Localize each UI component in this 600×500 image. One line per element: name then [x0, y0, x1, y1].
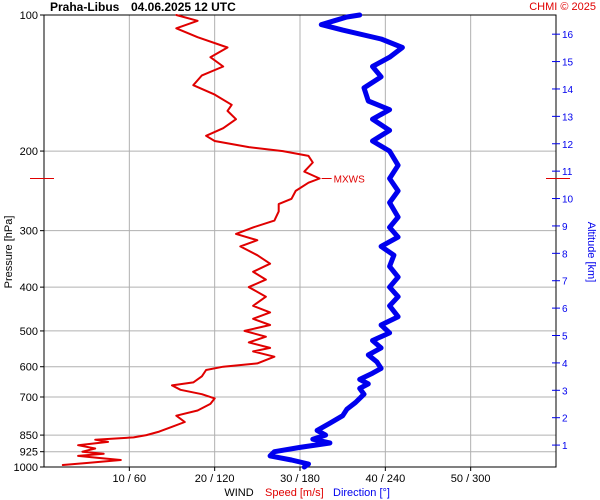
max-wind-marker: MXWS	[30, 175, 570, 186]
altitude-tick-label: 3	[562, 386, 568, 397]
wind-tick-label: 50 / 300	[451, 473, 491, 485]
wind-tick-label: 20 / 120	[195, 473, 235, 485]
pressure-axis-label: Pressure [hPa]	[3, 216, 15, 289]
altitude-tick-label: 13	[562, 112, 574, 123]
pressure-tick-label: 850	[20, 430, 38, 442]
legend-direction: Direction [°]	[333, 487, 390, 499]
pressure-tick-label: 300	[20, 226, 38, 238]
altitude-tick-label: 12	[562, 140, 574, 151]
grid-layer	[44, 14, 556, 468]
altitude-axis-label: Altitude [km]	[585, 222, 597, 283]
pressure-tick-label: 100	[20, 10, 38, 22]
altitude-tick-label: 5	[562, 332, 568, 343]
direction-series-line	[267, 12, 405, 470]
station-name: Praha-Libus	[50, 0, 120, 14]
altitude-tick-label: 16	[562, 30, 574, 41]
wind-tick-label: 40 / 240	[365, 473, 405, 485]
pressure-tick-label: 1000	[14, 462, 38, 474]
pressure-tick-label: 500	[20, 326, 38, 338]
wind-tick-label: 10 / 60	[113, 473, 147, 485]
pressure-axis: 100 200 300 400 500 600 700 850 925 1000	[14, 10, 44, 474]
wind-axis-label: WIND	[224, 487, 253, 499]
sounding-datetime: 04.06.2025 12 UTC	[131, 0, 236, 14]
altitude-tick-label: 4	[562, 359, 568, 370]
altitude-tick-label: 15	[562, 58, 574, 69]
altitude-tick-label: 7	[562, 277, 568, 288]
speed-series-line	[61, 14, 321, 466]
altitude-tick-label: 2	[562, 414, 568, 425]
pressure-tick-label: 200	[20, 146, 38, 158]
wind-tick-label: 30 / 180	[280, 473, 320, 485]
pressure-tick-label: 925	[20, 447, 38, 459]
pressure-tick-label: 600	[20, 362, 38, 374]
credit-label: CHMI © 2025	[529, 1, 596, 13]
altitude-tick-label: 6	[562, 304, 568, 315]
series-layer	[61, 12, 405, 470]
legend-speed: Speed [m/s]	[265, 487, 324, 499]
mxws-label: MXWS	[334, 175, 365, 186]
altitude-tick-label: 10	[562, 195, 574, 206]
pressure-tick-label: 400	[20, 282, 38, 294]
wind-axis: 10 / 60 20 / 120 30 / 180 40 / 240 50 / 300	[113, 467, 491, 485]
pressure-tick-label: 700	[20, 392, 38, 404]
altitude-tick-label: 14	[562, 85, 574, 96]
altitude-tick-label: 9	[562, 222, 568, 233]
altitude-tick-label: 8	[562, 249, 568, 260]
altitude-tick-label: 11	[562, 167, 573, 178]
altitude-tick-label: 1	[562, 441, 568, 452]
